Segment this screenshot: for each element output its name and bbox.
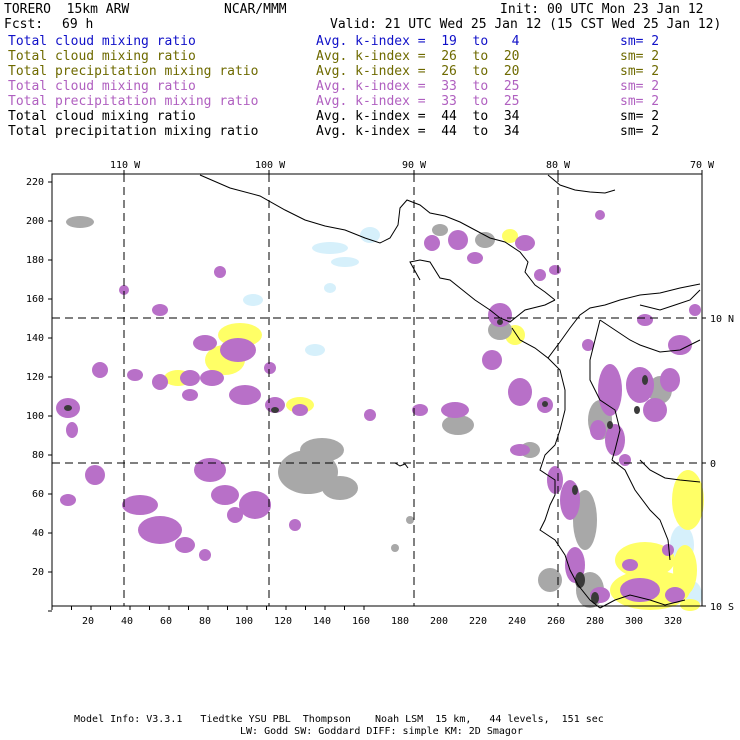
field-sm: sm= 2 [620,49,660,64]
field-name: Total precipitation mixing ratio [8,94,259,109]
field-name: Total cloud mixing ratio [8,34,196,49]
organization-label: NCAR/MMM [224,2,287,17]
gray-field [66,216,672,608]
model-info: Model Info: V3.3.1 Tiedtke YSU PBL Thomp… [74,714,604,725]
yellow-field [164,229,704,611]
purple-field [56,210,701,603]
x-tick-label: 260 [547,616,566,627]
y-tick-label: 60 [32,489,45,500]
field-sm: sm= 2 [620,109,660,124]
y-tick-label: 200 [26,216,45,227]
lon-label: 80 W [546,160,571,171]
x-tick-label: 80 [199,616,212,627]
y-tick-label: 80 [32,450,45,461]
field-kindex: Avg. k-index = 26 to 20 [316,49,520,64]
lon-label: 110 W [110,160,141,171]
valid-time: Valid: 21 UTC Wed 25 Jan 12 (15 CST Wed … [330,17,722,32]
field-sm: sm= 2 [620,94,660,109]
y-tick-label: 220 [26,177,45,188]
y-tick-label: 100 [26,411,45,422]
y-tick-label: 160 [26,294,45,305]
forecast-hour: 69 h [62,17,94,32]
y-tick-label: 40 [32,528,45,539]
field-name: Total cloud mixing ratio [8,49,196,64]
x-tick-label: 100 [235,616,254,627]
x-tick-label: 180 [391,616,410,627]
x-tick-label: 40 [121,616,134,627]
forecast-label: Fcst: [4,17,44,32]
physics-info: LW: Godd SW: Goddard DIFF: simple KM: 2D… [240,726,523,737]
y-tick-label: 120 [26,372,45,383]
field-sm: sm= 2 [620,124,660,139]
field-kindex: Avg. k-index = 33 to 25 [316,79,520,94]
dark-core-field [64,319,648,604]
lon-label: 70 W [690,160,715,171]
lat-label: 0 [710,459,717,470]
model-title: TORERO 15km ARW [4,2,130,17]
lon-label: 90 W [402,160,427,171]
x-tick-label: 120 [274,616,293,627]
x-tick-label: 220 [469,616,488,627]
y-tick-label: 140 [26,333,45,344]
coastline [199,174,701,609]
field-sm: sm= 2 [620,79,660,94]
field-sm: sm= 2 [620,64,660,79]
field-kindex: Avg. k-index = 44 to 34 [316,124,520,139]
lat-label: 10 S [710,602,735,613]
lat-label: 10 N [710,314,735,325]
x-tick-label: 280 [586,616,605,627]
field-name: Total precipitation mixing ratio [8,124,259,139]
x-tick-label: 140 [313,616,332,627]
init-time: Init: 00 UTC Mon 23 Jan 12 [500,2,704,17]
lon-label: 100 W [255,160,286,171]
map-frame [51,173,703,607]
field-kindex: Avg. k-index = 44 to 34 [316,109,520,124]
graticule [52,174,702,606]
field-kindex: Avg. k-index = 19 to 4 [316,34,520,49]
y-tick-label: 180 [26,255,45,266]
field-kindex: Avg. k-index = 33 to 25 [316,94,520,109]
field-name: Total cloud mixing ratio [8,79,196,94]
field-name: Total cloud mixing ratio [8,109,196,124]
y-tick-label: 20 [32,567,45,578]
x-tick-label: 300 [625,616,644,627]
field-sm: sm= 2 [620,34,660,49]
x-tick-label: 240 [508,616,527,627]
axis-ticks [48,170,706,612]
field-kindex: Avg. k-index = 26 to 20 [316,64,520,79]
x-tick-label: 200 [430,616,449,627]
x-tick-label: 320 [664,616,683,627]
x-tick-label: 160 [352,616,371,627]
x-tick-label: 60 [160,616,173,627]
field-name: Total precipitation mixing ratio [8,64,259,79]
x-tick-label: 20 [82,616,95,627]
